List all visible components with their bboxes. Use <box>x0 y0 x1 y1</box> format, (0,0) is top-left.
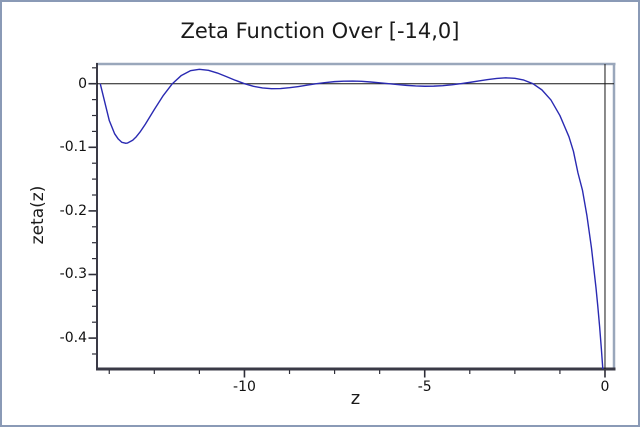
y-tick-label: -0.1 <box>59 139 87 156</box>
y-tick-label: -0.3 <box>59 266 87 283</box>
x-tick-label: -5 <box>417 379 432 395</box>
x-tick-label: 0 <box>600 379 610 395</box>
y-tick-label: -0.2 <box>59 202 87 219</box>
plot-title: Zeta Function Over [-14,0] <box>180 19 460 43</box>
y-tick-label: -0.4 <box>59 330 87 347</box>
x-axis-label: z <box>350 388 361 409</box>
x-tick-label: -10 <box>233 379 256 395</box>
zeta-curve <box>99 68 604 369</box>
y-tick-label: 0 <box>78 75 87 92</box>
